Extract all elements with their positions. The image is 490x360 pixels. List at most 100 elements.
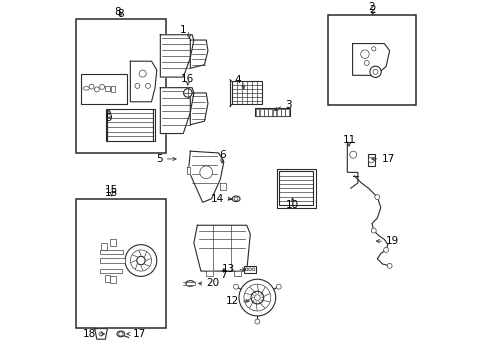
- Circle shape: [361, 50, 369, 58]
- Circle shape: [254, 295, 260, 300]
- Bar: [75, 199, 166, 328]
- Circle shape: [244, 284, 271, 311]
- Text: 2: 2: [369, 5, 376, 15]
- Polygon shape: [220, 183, 225, 190]
- Ellipse shape: [186, 281, 195, 286]
- Circle shape: [239, 279, 276, 316]
- Text: 4: 4: [234, 75, 241, 85]
- Circle shape: [371, 47, 376, 51]
- Text: 20: 20: [206, 279, 220, 288]
- Text: 11: 11: [343, 135, 356, 145]
- Bar: [110, 239, 116, 246]
- Ellipse shape: [83, 87, 90, 90]
- Bar: [232, 81, 262, 104]
- Polygon shape: [95, 329, 107, 339]
- Circle shape: [139, 70, 146, 77]
- Circle shape: [200, 166, 213, 179]
- Ellipse shape: [117, 331, 125, 337]
- Circle shape: [368, 157, 374, 163]
- Circle shape: [234, 284, 239, 289]
- Circle shape: [387, 264, 392, 268]
- Bar: [269, 109, 272, 116]
- Polygon shape: [234, 271, 242, 276]
- Circle shape: [371, 228, 376, 233]
- Bar: [100, 249, 123, 254]
- Text: 17: 17: [382, 154, 395, 164]
- Text: 1: 1: [179, 25, 186, 35]
- Bar: [264, 109, 268, 116]
- Bar: [110, 276, 116, 283]
- Text: 15: 15: [104, 185, 118, 195]
- Bar: [281, 109, 285, 116]
- Polygon shape: [189, 151, 224, 202]
- Text: 3: 3: [285, 100, 292, 110]
- Circle shape: [135, 84, 140, 88]
- Text: 8: 8: [115, 7, 122, 17]
- Bar: [260, 109, 264, 116]
- Polygon shape: [130, 61, 157, 102]
- Text: 19: 19: [386, 236, 399, 246]
- Bar: [256, 109, 259, 116]
- Circle shape: [252, 268, 255, 271]
- Text: 12: 12: [226, 296, 239, 306]
- Bar: [368, 154, 375, 166]
- Text: 6: 6: [219, 150, 225, 161]
- Bar: [105, 86, 110, 91]
- Bar: [75, 19, 166, 153]
- Circle shape: [184, 89, 192, 97]
- Bar: [285, 109, 289, 116]
- Bar: [101, 243, 107, 250]
- Circle shape: [350, 151, 357, 158]
- Circle shape: [119, 332, 123, 336]
- Text: 15: 15: [105, 188, 118, 198]
- Bar: [277, 109, 281, 116]
- Polygon shape: [353, 44, 390, 75]
- Polygon shape: [190, 40, 208, 68]
- Circle shape: [375, 194, 380, 199]
- Circle shape: [99, 332, 103, 336]
- Circle shape: [125, 245, 157, 276]
- Bar: [106, 109, 107, 141]
- Polygon shape: [194, 225, 250, 271]
- Bar: [272, 109, 276, 116]
- Bar: [244, 266, 256, 273]
- Bar: [328, 15, 416, 105]
- Polygon shape: [187, 167, 190, 174]
- Circle shape: [234, 197, 238, 201]
- Text: 14: 14: [211, 194, 224, 204]
- Bar: [100, 269, 122, 273]
- Bar: [107, 109, 153, 141]
- Circle shape: [251, 291, 264, 304]
- Bar: [255, 108, 290, 116]
- Polygon shape: [160, 88, 194, 134]
- Circle shape: [255, 319, 260, 324]
- Text: 2: 2: [368, 2, 375, 12]
- Bar: [104, 275, 110, 282]
- Text: 10: 10: [286, 200, 299, 210]
- Text: 8: 8: [118, 9, 124, 19]
- Polygon shape: [160, 35, 194, 77]
- Bar: [279, 171, 313, 205]
- Circle shape: [146, 84, 150, 88]
- Text: 5: 5: [156, 154, 163, 164]
- Circle shape: [95, 87, 99, 92]
- Circle shape: [99, 85, 104, 89]
- Circle shape: [276, 284, 281, 289]
- Ellipse shape: [232, 196, 240, 202]
- Bar: [81, 73, 127, 104]
- Circle shape: [248, 268, 251, 271]
- Text: 9: 9: [106, 113, 113, 123]
- Text: 7: 7: [220, 270, 227, 280]
- Bar: [186, 282, 195, 285]
- Bar: [153, 109, 155, 141]
- Bar: [276, 168, 316, 208]
- Polygon shape: [190, 93, 208, 125]
- Text: 17: 17: [133, 329, 147, 339]
- Circle shape: [245, 268, 248, 271]
- Circle shape: [364, 60, 369, 66]
- Circle shape: [130, 250, 151, 271]
- Bar: [100, 258, 125, 263]
- Polygon shape: [206, 271, 213, 276]
- Circle shape: [370, 66, 381, 77]
- Text: 13: 13: [222, 264, 236, 274]
